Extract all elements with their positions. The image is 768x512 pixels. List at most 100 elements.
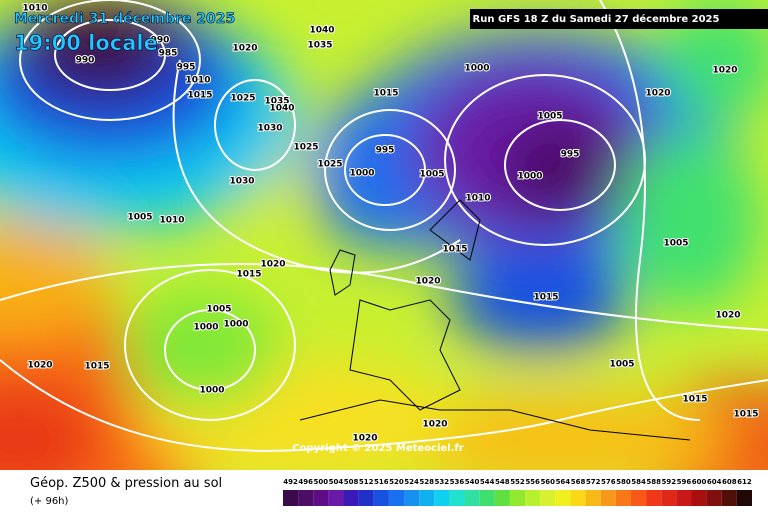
scale-cell bbox=[736, 490, 752, 506]
scale-cell bbox=[328, 490, 344, 506]
isobar-label: 1020 bbox=[712, 66, 737, 76]
scale-label: 576 bbox=[601, 478, 616, 486]
scale-label: 600 bbox=[692, 478, 707, 486]
run-label: Run GFS 18 Z du Samedi 27 décembre 2025 bbox=[473, 13, 720, 25]
scale-cell bbox=[313, 490, 329, 506]
isobar-label: 1010 bbox=[185, 76, 210, 86]
scale-cell bbox=[343, 490, 359, 506]
isobar-label: 990 bbox=[151, 36, 170, 46]
scale-cell bbox=[449, 490, 465, 506]
isobar-label: 1025 bbox=[317, 160, 342, 170]
isobar-label: 1015 bbox=[187, 91, 212, 101]
scale-label: 520 bbox=[389, 478, 404, 486]
product-title: Géop. Z500 & pression au sol bbox=[30, 476, 222, 491]
isobar-label: 1005 bbox=[419, 170, 444, 180]
scale-cell bbox=[298, 490, 314, 506]
scale-cell bbox=[630, 490, 647, 506]
scale-cell bbox=[540, 490, 556, 506]
isobar-label: 1010 bbox=[465, 194, 490, 204]
isobar-label: 1000 bbox=[464, 64, 489, 74]
scale-cell bbox=[358, 490, 374, 506]
scale-label: 556 bbox=[525, 478, 540, 486]
isobar-label: 990 bbox=[76, 56, 95, 66]
scale-label: 524 bbox=[404, 478, 419, 486]
scale-cell bbox=[585, 490, 601, 506]
scale-cell bbox=[373, 490, 389, 506]
scale-cell bbox=[525, 490, 541, 506]
scale-cell bbox=[691, 490, 707, 506]
isobar-label: 1035 bbox=[264, 97, 289, 107]
scale-cell bbox=[600, 490, 616, 506]
scale-cell bbox=[434, 490, 450, 506]
isobar-label: 1020 bbox=[352, 434, 377, 444]
scale-cell bbox=[464, 490, 480, 506]
scale-cell bbox=[555, 490, 571, 506]
isobar-label: 1020 bbox=[422, 420, 447, 430]
isobar-label: 1020 bbox=[27, 361, 52, 371]
isobar-label: 1015 bbox=[236, 270, 261, 280]
scale-cell bbox=[721, 490, 737, 506]
scale-label: 516 bbox=[374, 478, 389, 486]
isobar-label: 1030 bbox=[229, 177, 254, 187]
isobar-label: 1005 bbox=[537, 112, 562, 122]
scale-cell bbox=[419, 490, 435, 506]
scale-cell bbox=[615, 490, 631, 506]
isobar-label: 1015 bbox=[733, 410, 758, 420]
scale-cell bbox=[661, 490, 677, 506]
isobar-label: 1020 bbox=[645, 89, 670, 99]
isobar-label: 995 bbox=[376, 146, 395, 156]
coastlines bbox=[299, 199, 691, 441]
run-box bbox=[470, 9, 768, 29]
isobar-label: 1005 bbox=[609, 360, 634, 370]
scale-cell bbox=[494, 490, 510, 506]
scale-label: 580 bbox=[616, 478, 631, 486]
scale-label: 584 bbox=[631, 478, 646, 486]
isobar-label: 1005 bbox=[663, 239, 688, 249]
isobar-label: 1015 bbox=[682, 395, 707, 405]
scale-label: 528 bbox=[419, 478, 434, 486]
isobar-label: 1035 bbox=[307, 41, 332, 51]
scale-cell bbox=[676, 490, 692, 506]
scale-label: 568 bbox=[571, 478, 586, 486]
isobar-label: 995 bbox=[177, 63, 196, 73]
isobar-label: 1000 bbox=[223, 320, 248, 330]
time-label: 19:00 locale bbox=[14, 31, 158, 55]
scale-label: 552 bbox=[510, 478, 525, 486]
scale-cell bbox=[706, 490, 722, 506]
isobar-label: 1015 bbox=[373, 89, 398, 99]
date-label: Mercredi 31 décembre 2025 bbox=[14, 11, 235, 27]
isobar-label: 1010 bbox=[159, 216, 184, 226]
isobar-label: 1000 bbox=[517, 172, 542, 182]
lead-time: (+ 96h) bbox=[30, 496, 69, 507]
scale-label: 536 bbox=[450, 478, 465, 486]
isobar-label: 1040 bbox=[309, 26, 334, 36]
scale-label: 592 bbox=[661, 478, 676, 486]
isobar-label: 1020 bbox=[415, 277, 440, 287]
scale-label: 608 bbox=[722, 478, 737, 486]
scale-label: 492 bbox=[283, 478, 298, 486]
isobar-label: 1000 bbox=[199, 386, 224, 396]
scale-label: 512 bbox=[359, 478, 374, 486]
scale-label: 540 bbox=[465, 478, 480, 486]
isobar-label: 1005 bbox=[206, 305, 231, 315]
scale-label: 596 bbox=[677, 478, 692, 486]
isobar-labels: 1010 990 985 990 995 1020 1010 1015 1025 1035 1040… bbox=[21, 3, 759, 445]
scale-cell bbox=[404, 490, 420, 506]
isobar-label: 1010 bbox=[22, 4, 47, 14]
scale-label: 560 bbox=[540, 478, 555, 486]
isobar-label: 1025 bbox=[293, 143, 318, 153]
isobar-label: 1005 bbox=[127, 213, 152, 223]
isobar-label: 1020 bbox=[715, 311, 740, 321]
scale-label: 588 bbox=[646, 478, 661, 486]
scale-label: 504 bbox=[329, 478, 344, 486]
isobar-label: 1015 bbox=[442, 245, 467, 255]
isobar-label: 1000 bbox=[193, 323, 218, 333]
scale-label: 548 bbox=[495, 478, 510, 486]
isobar-label: 995 bbox=[561, 150, 580, 160]
isobar-label: 985 bbox=[159, 49, 178, 59]
scale-label: 572 bbox=[586, 478, 601, 486]
isobar-label: 1020 bbox=[260, 260, 285, 270]
scale-label: 544 bbox=[480, 478, 495, 486]
